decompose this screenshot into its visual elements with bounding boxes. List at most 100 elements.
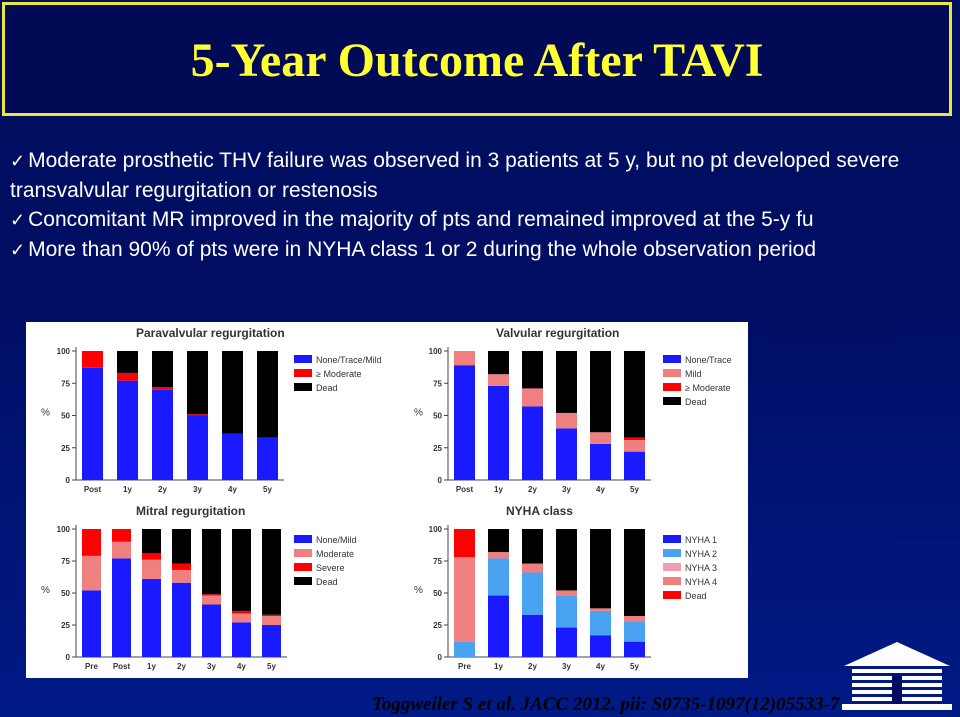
- checkmark-icon: ✓: [10, 151, 26, 171]
- legend-swatch: [294, 355, 312, 363]
- legend-swatch: [294, 383, 312, 391]
- legend-swatch: [294, 535, 312, 543]
- legend-label: NYHA 3: [685, 563, 717, 573]
- x-tick-label: 3y: [207, 662, 216, 671]
- bar-segment: [590, 529, 611, 609]
- bar-segment: [262, 614, 281, 617]
- x-tick-label: Pre: [458, 662, 471, 671]
- bar-segment: [112, 529, 131, 542]
- bar-segment: [522, 614, 543, 657]
- y-tick-label: 25: [61, 444, 70, 453]
- bar-segment: [82, 555, 101, 591]
- legend-label: Dead: [316, 383, 338, 393]
- bar-segment: [142, 578, 161, 657]
- bar-segment: [152, 387, 173, 390]
- legend-swatch: [663, 369, 681, 377]
- bar-segment: [152, 389, 173, 480]
- legend-swatch: [663, 563, 681, 571]
- bar-segment: [488, 552, 509, 559]
- bar-segment: [556, 351, 577, 413]
- bar-segment: [624, 616, 645, 622]
- bar-segment: [222, 433, 243, 480]
- chart-title: NYHA class: [506, 504, 573, 518]
- x-tick-label: Post: [113, 662, 131, 671]
- bar-segment: [556, 627, 577, 657]
- chart-title: Paravalvular regurgitation: [136, 326, 285, 340]
- bar-segment: [522, 529, 543, 564]
- legend-label: ≥ Moderate: [316, 369, 361, 379]
- bar-segment: [590, 432, 611, 444]
- x-tick-label: 1y: [494, 662, 503, 671]
- bar-segment: [262, 625, 281, 657]
- bar-segment: [556, 595, 577, 628]
- bar-segment: [624, 440, 645, 452]
- legend-swatch: [663, 591, 681, 599]
- bar-segment: [488, 558, 509, 596]
- bar-segment: [187, 414, 208, 416]
- bar-segment: [556, 412, 577, 429]
- legend-swatch: [663, 397, 681, 405]
- legend-swatch: [663, 577, 681, 585]
- bar-segment: [522, 563, 543, 573]
- y-tick-label: 100: [57, 525, 71, 534]
- bullet-item: ✓ Concomitant MR improved in the majority…: [10, 205, 950, 235]
- bar-segment: [624, 451, 645, 480]
- y-tick-label: 25: [433, 444, 442, 453]
- bar-segment: [117, 380, 138, 480]
- bullet-text: More than 90% of pts were in NYHA class …: [28, 238, 817, 261]
- bar-segment: [172, 582, 191, 657]
- y-tick-label: 100: [429, 525, 443, 534]
- institution-logo-icon: [842, 642, 952, 710]
- legend-swatch: [663, 383, 681, 391]
- bar-segment: [522, 388, 543, 407]
- legend-label: None/Trace: [685, 355, 732, 365]
- citation: Toggweiler S et al. JACC 2012. pii: S073…: [372, 694, 840, 715]
- bar-segment: [488, 595, 509, 657]
- chart-figure: Paravalvular regurgitation% 0 25 50 75 100 Pos…: [26, 322, 748, 678]
- bar-segment: [117, 351, 138, 373]
- bar-segment: [232, 529, 251, 611]
- bar-segment: [222, 351, 243, 434]
- y-tick-label: 75: [433, 557, 442, 566]
- x-tick-label: Post: [84, 485, 102, 494]
- bar-segment: [202, 594, 221, 596]
- title-box: 5-Year Outcome After TAVI: [2, 2, 952, 116]
- bar-segment: [112, 541, 131, 559]
- y-tick-label: 50: [61, 412, 70, 421]
- bar-segment: [82, 351, 103, 368]
- bar-segment: [590, 635, 611, 657]
- bullet-item: ✓ Moderate prosthetic THV failure was obs…: [10, 146, 950, 205]
- bar-segment: [522, 351, 543, 389]
- legend-label: Moderate: [316, 549, 354, 559]
- bar-segment: [82, 590, 101, 657]
- bullet-list: ✓ Moderate prosthetic THV failure was obs…: [10, 146, 950, 265]
- bar-segment: [232, 613, 251, 623]
- bullet-text: Concomitant MR improved in the majority …: [28, 208, 814, 231]
- bar-segment: [152, 351, 173, 388]
- bar-segment: [590, 351, 611, 433]
- legend-swatch: [294, 369, 312, 377]
- checkmark-icon: ✓: [10, 210, 26, 230]
- bar-segment: [262, 529, 281, 615]
- bullet-text: Moderate prosthetic THV failure was obse…: [10, 149, 900, 202]
- y-tick-label: 75: [433, 379, 442, 388]
- bar-segment: [232, 610, 251, 614]
- y-tick-label: 100: [429, 347, 443, 356]
- x-tick-label: 2y: [158, 485, 167, 494]
- bar-segment: [112, 558, 131, 657]
- slide-title: 5-Year Outcome After TAVI: [190, 34, 764, 87]
- bar-segment: [556, 428, 577, 480]
- bar-segment: [202, 529, 221, 595]
- bar-segment: [454, 641, 475, 657]
- y-tick-label: 75: [61, 379, 70, 388]
- bar-segment: [556, 529, 577, 591]
- legend-swatch: [663, 355, 681, 363]
- y-tick-label: 75: [61, 557, 70, 566]
- bar-segment: [257, 437, 278, 480]
- bar-segment: [262, 616, 281, 625]
- legend-label: ≥ Moderate: [685, 383, 730, 393]
- y-axis-label: %: [414, 408, 423, 419]
- chart-title: Valvular regurgitation: [496, 326, 619, 340]
- legend-swatch: [663, 535, 681, 543]
- bar-segment: [187, 415, 208, 480]
